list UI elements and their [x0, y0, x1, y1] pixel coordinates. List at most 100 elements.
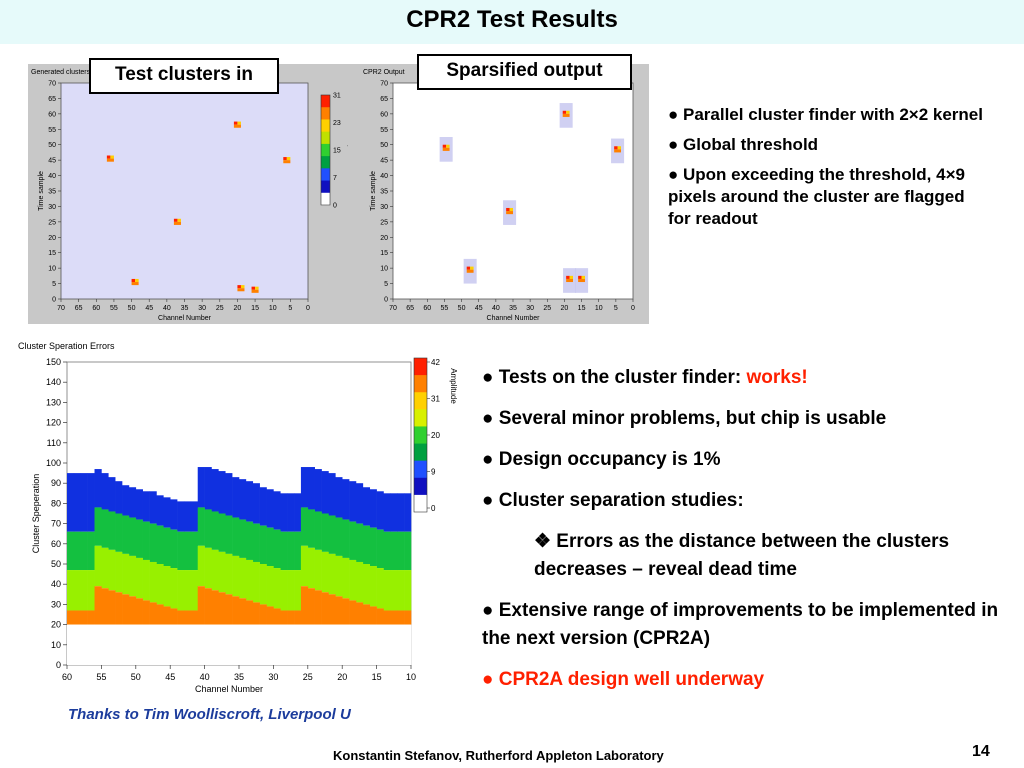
y-tick-label: 70 [380, 81, 388, 88]
x-tick-label: 30 [268, 672, 278, 682]
bullet-bottom-6: ● Extensive range of improvements to be … [482, 600, 999, 649]
x-tick-label: 20 [337, 672, 347, 682]
band-cell [280, 531, 288, 571]
band-cell [67, 570, 75, 611]
band-cell [328, 515, 336, 554]
x-tick-label: 60 [92, 305, 100, 312]
band-cell [142, 521, 150, 560]
band-cell [369, 527, 377, 567]
band-cell [307, 467, 315, 510]
x-tick-label: 30 [198, 305, 206, 312]
band-cell [287, 570, 295, 611]
band-cell [163, 606, 171, 625]
y-tick-label: 30 [48, 204, 56, 211]
cluster-pixel-red [237, 285, 241, 289]
cluster-pixel-orange [106, 158, 114, 162]
band-cell [87, 473, 95, 532]
band-cell [122, 624, 130, 665]
band-cell [108, 624, 116, 665]
x-tick-label: 60 [423, 305, 431, 312]
band-cell [170, 624, 178, 665]
colorbar-segment [321, 168, 330, 181]
band-cell [197, 507, 205, 546]
band-cell [142, 624, 150, 665]
cluster-pixel-yellow [470, 266, 474, 270]
y-tick-label: 100 [46, 458, 61, 468]
band-cell [342, 624, 350, 665]
band-cell [376, 568, 384, 609]
band-cell [376, 608, 384, 625]
band-cell [307, 588, 315, 625]
band-cell [135, 624, 143, 665]
band-cell [397, 610, 405, 625]
band-cell [376, 529, 384, 569]
band-cell [190, 610, 199, 625]
bullets-top: ● Parallel cluster finder with 2×2 kerne… [668, 104, 988, 238]
colorbar-segment [414, 460, 427, 479]
x-tick-label: 40 [492, 305, 500, 312]
x-tick-label: 40 [163, 305, 171, 312]
band-cell [404, 493, 412, 532]
cluster-pixel-yellow [509, 207, 513, 212]
band-cell [273, 624, 281, 665]
band-cell [321, 592, 329, 625]
y-tick-label: 10 [380, 266, 388, 273]
band-cell [349, 521, 357, 560]
band-cell [404, 531, 412, 571]
band-cell [94, 586, 102, 625]
band-cell [349, 624, 357, 665]
cluster-pixel-orange [506, 211, 513, 215]
band-cell [307, 624, 315, 665]
y-tick-label: 60 [48, 111, 56, 118]
heatmap-title: CPR2 Output [363, 69, 405, 76]
y-tick-label: 45 [380, 158, 388, 165]
bullet-bottom-3: ● Design occupancy is 1% [482, 449, 721, 470]
x-tick-label: 70 [389, 305, 397, 312]
y-axis-title: Time sample [370, 171, 377, 211]
band-cell [156, 624, 164, 665]
band-cell [266, 566, 274, 607]
band-cell [390, 570, 398, 611]
y-tick-label: 40 [380, 173, 388, 180]
cluster-pixel-yellow [255, 286, 259, 290]
band-cell [273, 529, 281, 569]
colorbar-tick-label: 7 [333, 175, 337, 182]
cluster-pixel-yellow [237, 121, 241, 125]
colorbar-segment [414, 409, 427, 427]
band-cell [266, 624, 274, 665]
colorbar-tick-label: 23 [333, 120, 341, 127]
band-cell [239, 598, 247, 625]
band-cell [404, 570, 412, 611]
band-cell [355, 561, 364, 603]
band-cell [149, 491, 157, 524]
x-tick-label: 55 [441, 305, 449, 312]
band-cell [197, 624, 205, 665]
cluster-pixel-orange [442, 147, 450, 151]
band-cell [314, 511, 322, 550]
cluster-pixel-red [466, 266, 471, 270]
band-cell [225, 594, 233, 625]
label-test-clusters-in: Test clusters in [89, 58, 279, 94]
band-cell [80, 624, 88, 665]
band-cell [204, 588, 212, 625]
colorbar-tick-label: 0 [333, 203, 337, 210]
x-tick-label: 35 [234, 672, 244, 682]
band-cell [376, 491, 384, 530]
band-cell [307, 509, 315, 548]
band-cell [369, 606, 377, 625]
band-cell [197, 467, 205, 508]
y-tick-label: 10 [51, 640, 61, 650]
band-cell [101, 547, 109, 589]
band-cell [94, 545, 102, 587]
band-cell [211, 469, 219, 512]
colorbar-segment [414, 494, 427, 513]
y-tick-label: 65 [48, 96, 56, 103]
bullet-bottom-7: ● CPR2A design well underway [482, 669, 765, 690]
band-cell [128, 555, 137, 597]
colorbar-tick-label: 20 [431, 431, 440, 440]
y-tick-label: 70 [48, 81, 56, 88]
bullets-bottom: ● Tests on the cluster finder: works! ● … [482, 364, 1002, 707]
band-cell [101, 588, 109, 625]
band-cell [328, 624, 336, 665]
